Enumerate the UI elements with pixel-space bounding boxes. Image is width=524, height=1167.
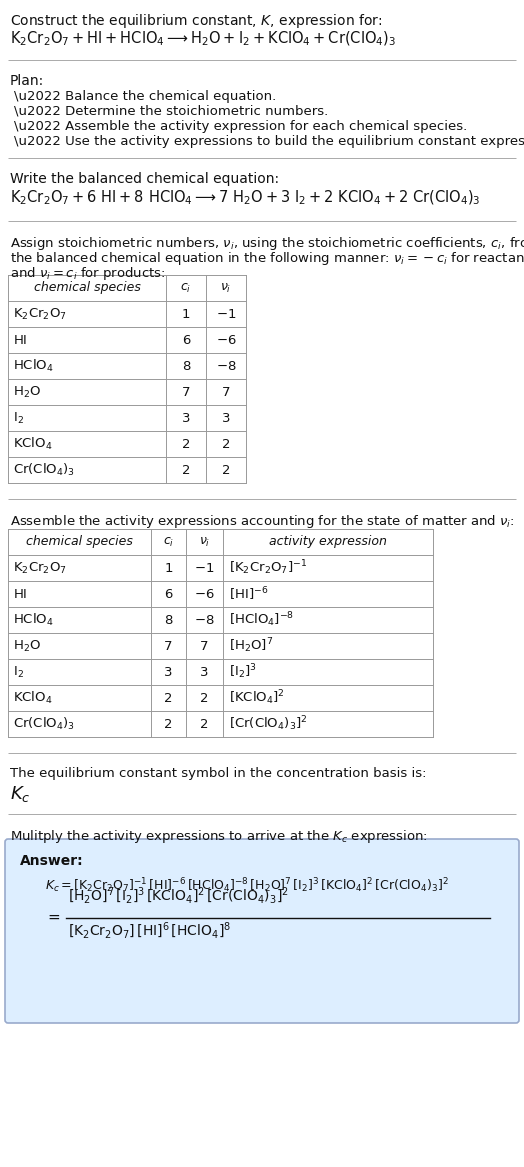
Text: $\mathrm{HI}$: $\mathrm{HI}$ [13,587,27,601]
Text: $K_c = [\mathrm{K_2Cr_2O_7}]^{-1}\,[\mathrm{HI}]^{-6}\,[\mathrm{HClO_4}]^{-8}\,[: $K_c = [\mathrm{K_2Cr_2O_7}]^{-1}\,[\mat… [45,876,449,895]
Text: 7: 7 [182,385,190,398]
Text: $\mathrm{I_2}$: $\mathrm{I_2}$ [13,411,24,426]
Text: \u2022 Use the activity expressions to build the equilibrium constant expression: \u2022 Use the activity expressions to b… [14,135,524,148]
Text: $c_i$: $c_i$ [163,536,174,548]
Text: 3: 3 [182,412,190,425]
Text: 2: 2 [200,718,209,731]
Text: $-1$: $-1$ [194,561,215,574]
Text: $\mathrm{K_2Cr_2O_7}$: $\mathrm{K_2Cr_2O_7}$ [13,560,67,575]
Text: 2: 2 [164,718,173,731]
Text: Assign stoichiometric numbers, $\nu_i$, using the stoichiometric coefficients, $: Assign stoichiometric numbers, $\nu_i$, … [10,235,524,252]
Text: $\mathrm{KClO_4}$: $\mathrm{KClO_4}$ [13,690,52,706]
Text: $-6$: $-6$ [216,334,236,347]
Text: $\mathrm{HClO_4}$: $\mathrm{HClO_4}$ [13,612,54,628]
Text: $-1$: $-1$ [216,307,236,321]
Text: $\mathrm{K_2Cr_2O_7 + HI + HClO_4 \longrightarrow H_2O + I_2 + KClO_4 + Cr(ClO_4: $\mathrm{K_2Cr_2O_7 + HI + HClO_4 \longr… [10,30,396,48]
Text: and $\nu_i = c_i$ for products:: and $\nu_i = c_i$ for products: [10,265,166,282]
Text: chemical species: chemical species [26,536,133,548]
Text: $[\mathrm{H_2O}]^7$: $[\mathrm{H_2O}]^7$ [229,637,274,656]
Text: $\mathrm{K_2Cr_2O_7}$: $\mathrm{K_2Cr_2O_7}$ [13,307,67,322]
Text: $-6$: $-6$ [194,587,215,601]
Text: 3: 3 [200,665,209,678]
Text: $\mathrm{I_2}$: $\mathrm{I_2}$ [13,664,24,679]
Text: 1: 1 [182,307,190,321]
Text: 2: 2 [182,463,190,476]
Text: $[\mathrm{K_2Cr_2O_7}]\,[\mathrm{HI}]^6\,[\mathrm{HClO_4}]^8$: $[\mathrm{K_2Cr_2O_7}]\,[\mathrm{HI}]^6\… [68,921,231,942]
Text: 3: 3 [222,412,230,425]
Text: 1: 1 [164,561,173,574]
Text: $[\mathrm{K_2Cr_2O_7}]^{-1}$: $[\mathrm{K_2Cr_2O_7}]^{-1}$ [229,559,307,578]
Text: $-8$: $-8$ [194,614,215,627]
Text: Write the balanced chemical equation:: Write the balanced chemical equation: [10,172,279,186]
Text: Construct the equilibrium constant, $K$, expression for:: Construct the equilibrium constant, $K$,… [10,12,383,30]
Text: $K_c$: $K_c$ [10,784,30,804]
Text: $\mathrm{HI}$: $\mathrm{HI}$ [13,334,27,347]
Text: 7: 7 [222,385,230,398]
Text: 2: 2 [182,438,190,450]
Text: 2: 2 [164,692,173,705]
Text: 2: 2 [222,463,230,476]
Text: 6: 6 [182,334,190,347]
Text: \u2022 Assemble the activity expression for each chemical species.: \u2022 Assemble the activity expression … [14,120,467,133]
Text: $\nu_i$: $\nu_i$ [220,281,232,294]
Text: $\mathrm{H_2O}$: $\mathrm{H_2O}$ [13,638,41,654]
Text: $[\mathrm{I_2}]^3$: $[\mathrm{I_2}]^3$ [229,663,257,682]
Text: Assemble the activity expressions accounting for the state of matter and $\nu_i$: Assemble the activity expressions accoun… [10,513,515,530]
Text: \u2022 Balance the chemical equation.: \u2022 Balance the chemical equation. [14,90,276,103]
Text: activity expression: activity expression [269,536,387,548]
Text: $\mathrm{HClO_4}$: $\mathrm{HClO_4}$ [13,358,54,375]
Text: 6: 6 [165,587,173,601]
Text: $\mathrm{KClO_4}$: $\mathrm{KClO_4}$ [13,436,52,452]
Text: $\mathrm{Cr(ClO_4)_3}$: $\mathrm{Cr(ClO_4)_3}$ [13,715,75,732]
Text: $-8$: $-8$ [216,359,236,372]
Text: 3: 3 [164,665,173,678]
Text: 8: 8 [165,614,173,627]
Text: 8: 8 [182,359,190,372]
Text: The equilibrium constant symbol in the concentration basis is:: The equilibrium constant symbol in the c… [10,767,427,780]
Text: $[\mathrm{KClO_4}]^2$: $[\mathrm{KClO_4}]^2$ [229,689,285,707]
Text: $\mathrm{H_2O}$: $\mathrm{H_2O}$ [13,384,41,399]
Text: 2: 2 [222,438,230,450]
Text: Mulitply the activity expressions to arrive at the $K_c$ expression:: Mulitply the activity expressions to arr… [10,829,428,845]
Text: 7: 7 [164,640,173,652]
Text: $[\mathrm{Cr(ClO_4)_3}]^2$: $[\mathrm{Cr(ClO_4)_3}]^2$ [229,714,308,733]
Text: Answer:: Answer: [20,854,84,868]
Text: \u2022 Determine the stoichiometric numbers.: \u2022 Determine the stoichiometric numb… [14,105,328,118]
Text: $\mathrm{K_2Cr_2O_7 + 6\ HI + 8\ HClO_4 \longrightarrow 7\ H_2O + 3\ I_2 + 2\ KC: $\mathrm{K_2Cr_2O_7 + 6\ HI + 8\ HClO_4 … [10,189,481,208]
Text: chemical species: chemical species [34,281,140,294]
Text: 2: 2 [200,692,209,705]
Text: $[\mathrm{H_2O}]^7\,[\mathrm{I_2}]^3\,[\mathrm{KClO_4}]^2\,[\mathrm{Cr(ClO_4)_3}: $[\mathrm{H_2O}]^7\,[\mathrm{I_2}]^3\,[\… [68,886,289,906]
Text: $=$: $=$ [45,908,61,923]
Text: $\nu_i$: $\nu_i$ [199,536,210,548]
Text: 7: 7 [200,640,209,652]
Text: $[\mathrm{HClO_4}]^{-8}$: $[\mathrm{HClO_4}]^{-8}$ [229,610,294,629]
Text: $\mathrm{Cr(ClO_4)_3}$: $\mathrm{Cr(ClO_4)_3}$ [13,462,75,478]
Text: the balanced chemical equation in the following manner: $\nu_i = -c_i$ for react: the balanced chemical equation in the fo… [10,250,524,267]
Text: $[\mathrm{HI}]^{-6}$: $[\mathrm{HI}]^{-6}$ [229,585,268,603]
FancyBboxPatch shape [5,839,519,1023]
Text: Plan:: Plan: [10,74,44,88]
Text: $c_i$: $c_i$ [180,281,192,294]
